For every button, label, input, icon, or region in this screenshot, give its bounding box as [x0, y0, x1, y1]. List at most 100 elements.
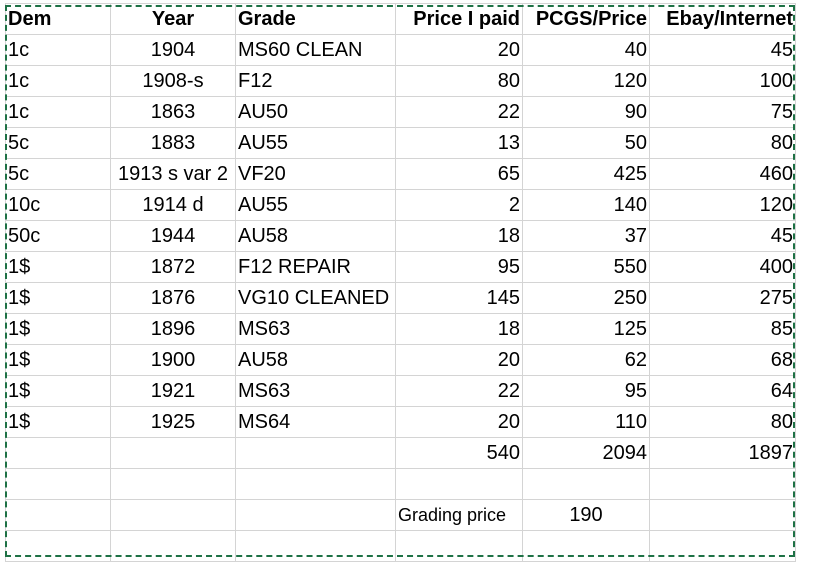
cell-dem[interactable]: 5c [5, 127, 111, 159]
total-price-paid[interactable]: 540 [395, 437, 523, 469]
cell-pcgs-price[interactable]: 37 [522, 220, 650, 252]
empty-cell[interactable] [522, 530, 650, 562]
header-cell-dem[interactable]: Dem [5, 3, 111, 35]
cell-grade[interactable]: VG10 CLEANED [235, 282, 396, 314]
empty-cell[interactable] [649, 499, 796, 531]
cell-price-paid[interactable]: 22 [395, 375, 523, 407]
cell-year[interactable]: 1896 [110, 313, 236, 345]
empty-cell[interactable] [649, 468, 796, 500]
cell-ebay-internet[interactable]: 100 [649, 65, 796, 97]
cell-grade[interactable]: F12 REPAIR [235, 251, 396, 283]
cell-ebay-internet[interactable]: 45 [649, 34, 796, 66]
empty-cell[interactable] [5, 499, 111, 531]
cell-ebay-internet[interactable]: 120 [649, 189, 796, 221]
empty-cell[interactable] [235, 437, 396, 469]
cell-grade[interactable]: AU55 [235, 127, 396, 159]
cell-grade[interactable]: AU58 [235, 220, 396, 252]
cell-grade[interactable]: AU55 [235, 189, 396, 221]
cell-year[interactable]: 1925 [110, 406, 236, 438]
cell-pcgs-price[interactable]: 250 [522, 282, 650, 314]
cell-grade[interactable]: AU58 [235, 344, 396, 376]
cell-grade[interactable]: MS63 [235, 313, 396, 345]
cell-ebay-internet[interactable]: 80 [649, 406, 796, 438]
cell-year[interactable]: 1904 [110, 34, 236, 66]
cell-price-paid[interactable]: 65 [395, 158, 523, 190]
cell-year[interactable]: 1921 [110, 375, 236, 407]
cell-dem[interactable]: 10c [5, 189, 111, 221]
cell-price-paid[interactable]: 80 [395, 65, 523, 97]
cell-pcgs-price[interactable]: 40 [522, 34, 650, 66]
cell-price-paid[interactable]: 18 [395, 313, 523, 345]
cell-grade[interactable]: AU50 [235, 96, 396, 128]
cell-dem[interactable]: 1c [5, 65, 111, 97]
total-ebay-internet[interactable]: 1897 [649, 437, 796, 469]
cell-price-paid[interactable]: 20 [395, 406, 523, 438]
cell-year[interactable]: 1872 [110, 251, 236, 283]
cell-grade[interactable]: MS60 CLEAN [235, 34, 396, 66]
empty-cell[interactable] [110, 468, 236, 500]
cell-year[interactable]: 1876 [110, 282, 236, 314]
cell-ebay-internet[interactable]: 68 [649, 344, 796, 376]
empty-cell[interactable] [110, 530, 236, 562]
empty-cell[interactable] [235, 499, 396, 531]
empty-cell[interactable] [395, 530, 523, 562]
cell-pcgs-price[interactable]: 110 [522, 406, 650, 438]
cell-year[interactable]: 1944 [110, 220, 236, 252]
empty-cell[interactable] [235, 468, 396, 500]
cell-pcgs-price[interactable]: 550 [522, 251, 650, 283]
cell-ebay-internet[interactable]: 45 [649, 220, 796, 252]
cell-dem[interactable]: 1$ [5, 282, 111, 314]
cell-dem[interactable]: 1$ [5, 251, 111, 283]
empty-cell[interactable] [5, 437, 111, 469]
cell-dem[interactable]: 5c [5, 158, 111, 190]
header-cell-ebay-internet[interactable]: Ebay/Internet [649, 3, 796, 35]
cell-year[interactable]: 1863 [110, 96, 236, 128]
empty-cell[interactable] [5, 530, 111, 562]
cell-ebay-internet[interactable]: 75 [649, 96, 796, 128]
cell-ebay-internet[interactable]: 80 [649, 127, 796, 159]
cell-pcgs-price[interactable]: 140 [522, 189, 650, 221]
cell-price-paid[interactable]: 20 [395, 344, 523, 376]
cell-year[interactable]: 1900 [110, 344, 236, 376]
cell-dem[interactable]: 1c [5, 96, 111, 128]
cell-price-paid[interactable]: 20 [395, 34, 523, 66]
cell-price-paid[interactable]: 18 [395, 220, 523, 252]
empty-cell[interactable] [395, 468, 523, 500]
empty-cell[interactable] [110, 437, 236, 469]
cell-grade[interactable]: MS63 [235, 375, 396, 407]
header-cell-pcgs-price[interactable]: PCGS/Price [522, 3, 650, 35]
cell-dem[interactable]: 1$ [5, 406, 111, 438]
header-cell-grade[interactable]: Grade [235, 3, 396, 35]
grading-price-label[interactable]: Grading price [395, 499, 523, 531]
cell-pcgs-price[interactable]: 50 [522, 127, 650, 159]
cell-ebay-internet[interactable]: 400 [649, 251, 796, 283]
total-pcgs-price[interactable]: 2094 [522, 437, 650, 469]
cell-dem[interactable]: 1$ [5, 313, 111, 345]
empty-cell[interactable] [649, 530, 796, 562]
cell-price-paid[interactable]: 95 [395, 251, 523, 283]
grading-price-value[interactable]: 190 [522, 499, 650, 531]
cell-grade[interactable]: F12 [235, 65, 396, 97]
cell-dem[interactable]: 50c [5, 220, 111, 252]
empty-cell[interactable] [522, 468, 650, 500]
header-cell-year[interactable]: Year [110, 3, 236, 35]
cell-price-paid[interactable]: 22 [395, 96, 523, 128]
cell-year[interactable]: 1914 d [110, 189, 236, 221]
empty-cell[interactable] [235, 530, 396, 562]
cell-ebay-internet[interactable]: 85 [649, 313, 796, 345]
empty-cell[interactable] [5, 468, 111, 500]
cell-year[interactable]: 1908-s [110, 65, 236, 97]
cell-ebay-internet[interactable]: 64 [649, 375, 796, 407]
empty-cell[interactable] [110, 499, 236, 531]
cell-price-paid[interactable]: 13 [395, 127, 523, 159]
cell-dem[interactable]: 1$ [5, 375, 111, 407]
cell-grade[interactable]: VF20 [235, 158, 396, 190]
cell-pcgs-price[interactable]: 425 [522, 158, 650, 190]
cell-year[interactable]: 1913 s var 2 [110, 158, 236, 190]
header-cell-price-paid[interactable]: Price I paid [395, 3, 523, 35]
cell-dem[interactable]: 1$ [5, 344, 111, 376]
cell-pcgs-price[interactable]: 95 [522, 375, 650, 407]
cell-ebay-internet[interactable]: 275 [649, 282, 796, 314]
cell-grade[interactable]: MS64 [235, 406, 396, 438]
cell-dem[interactable]: 1c [5, 34, 111, 66]
